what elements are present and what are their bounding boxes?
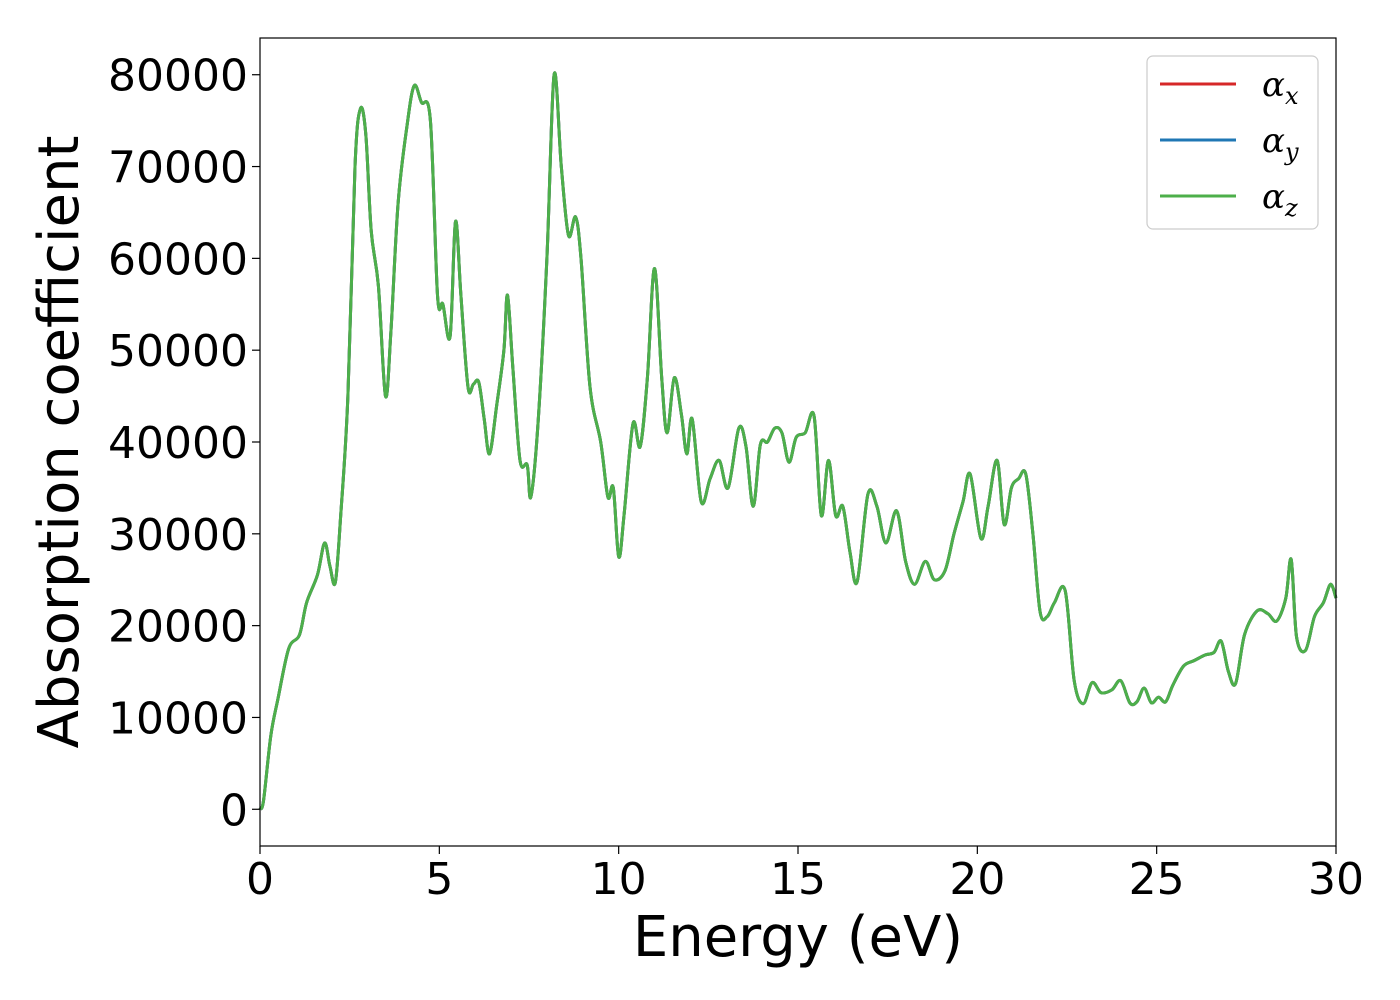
x-tick-label: 0 — [246, 854, 274, 905]
y-tick-label: 30000 — [108, 510, 248, 561]
y-axis-label: Absorption coefficient — [27, 136, 92, 749]
x-tick-label: 10 — [591, 854, 647, 905]
x-axis: 0 5 10 15 20 25 30 — [246, 846, 1364, 905]
y-tick-label: 20000 — [108, 602, 248, 653]
series-line-z — [258, 71, 1338, 811]
y-tick-label: 0 — [220, 785, 248, 836]
x-tick-label: 15 — [770, 854, 826, 905]
x-tick-label: 25 — [1129, 854, 1185, 905]
y-tick-label: 10000 — [108, 693, 248, 744]
legend-box — [1146, 55, 1319, 230]
legend-subscript: z — [1284, 194, 1298, 222]
y-axis: 0 10000 20000 30000 40000 50000 60000 70000 8000… — [108, 51, 260, 836]
legend-subscript: x — [1285, 82, 1299, 110]
x-tick-label: 20 — [949, 854, 1005, 905]
x-tick-label: 5 — [425, 854, 453, 905]
y-tick-label: 50000 — [108, 326, 248, 377]
y-tick-label: 80000 — [108, 51, 248, 102]
y-tick-label: 60000 — [108, 234, 248, 285]
y-tick-label: 70000 — [108, 143, 248, 194]
legend-label-y: αy — [1262, 121, 1299, 166]
series-layer — [258, 71, 1338, 811]
y-tick-label: 40000 — [108, 418, 248, 469]
x-tick-label: 30 — [1308, 854, 1364, 905]
legend-subscript: y — [1284, 138, 1299, 166]
x-axis-label: Energy (eV) — [633, 905, 963, 970]
